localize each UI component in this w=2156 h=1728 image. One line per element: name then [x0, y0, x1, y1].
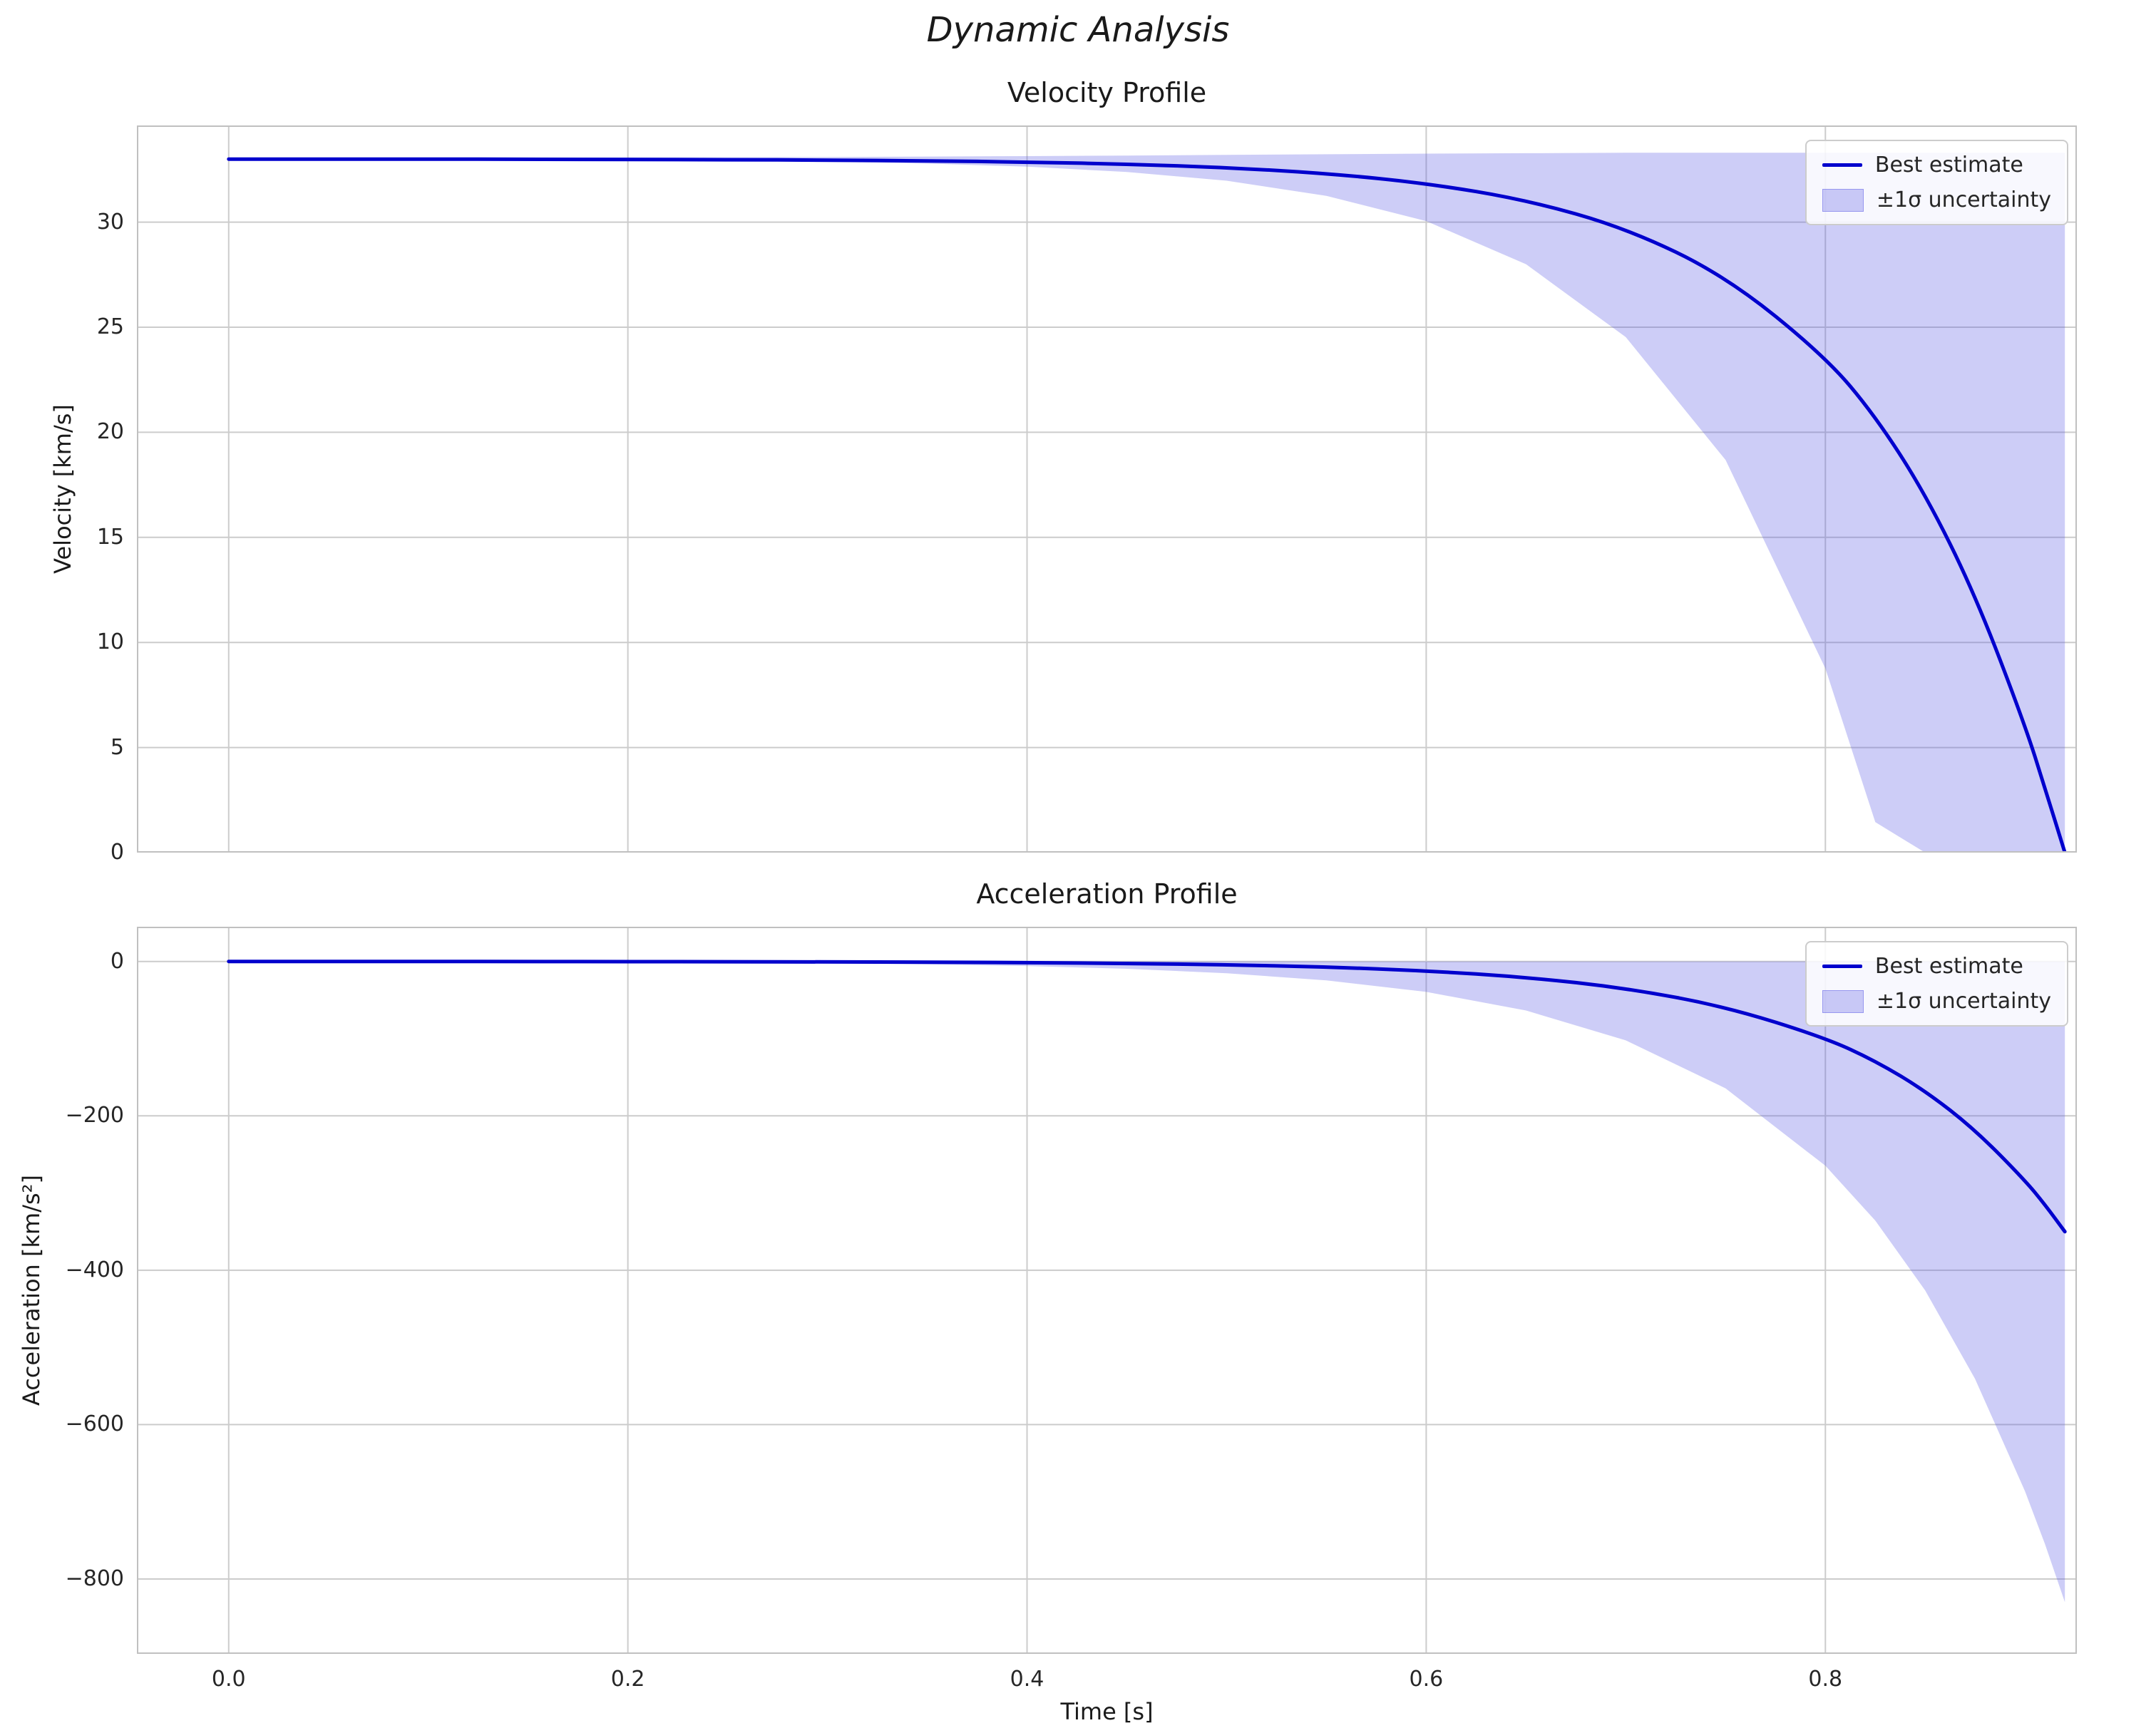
x-axis-label: Time [s]	[1060, 1698, 1154, 1725]
uncertainty-band-swatch	[1822, 989, 1864, 1013]
y-tick-label: 5	[110, 734, 124, 760]
y-tick-label: 20	[96, 419, 124, 445]
legend-entry-best-estimate: Best estimate	[1822, 153, 2051, 178]
velocity-chart-svg	[137, 125, 2077, 853]
y-tick-label: −200	[65, 1103, 124, 1128]
acceleration-legend: Best estimate ±1σ uncertainty	[1805, 941, 2068, 1027]
uncertainty-band-swatch	[1822, 188, 1864, 212]
velocity-legend: Best estimate ±1σ uncertainty	[1805, 140, 2068, 225]
x-tick-label: 0.0	[211, 1667, 246, 1692]
x-tick-label: 0.8	[1808, 1667, 1843, 1692]
best-estimate-line-swatch	[1822, 163, 1862, 167]
y-tick-label: 10	[96, 629, 124, 655]
acceleration-plot-area: Best estimate ±1σ uncertainty	[137, 927, 2077, 1654]
y-tick-label: 30	[96, 209, 124, 235]
velocity-plot-area: Best estimate ±1σ uncertainty	[137, 125, 2077, 853]
legend-entry-uncertainty: ±1σ uncertainty	[1822, 187, 2051, 212]
legend-label-uncertainty: ±1σ uncertainty	[1876, 187, 2051, 212]
y-tick-label: 15	[96, 524, 124, 550]
x-tick-label: 0.6	[1409, 1667, 1444, 1692]
legend-label-uncertainty: ±1σ uncertainty	[1876, 989, 2051, 1014]
y-tick-label: 25	[96, 314, 124, 339]
legend-entry-uncertainty: ±1σ uncertainty	[1822, 989, 2051, 1014]
y-tick-label: 0	[110, 948, 124, 974]
acceleration-chart-svg	[137, 927, 2077, 1654]
legend-label-best-estimate: Best estimate	[1874, 954, 2023, 979]
best-estimate-line-swatch	[1822, 965, 1862, 968]
y-tick-label: −800	[65, 1565, 124, 1591]
legend-entry-best-estimate: Best estimate	[1822, 954, 2051, 979]
figure-suptitle: Dynamic Analysis	[926, 10, 1230, 50]
x-tick-label: 0.2	[610, 1667, 645, 1692]
acceleration-y-axis-label: Acceleration [km/s²]	[18, 1175, 45, 1406]
y-tick-label: 0	[110, 840, 124, 865]
velocity-plot-title: Velocity Profile	[1007, 77, 1207, 108]
y-tick-label: −600	[65, 1411, 124, 1437]
y-tick-label: −400	[65, 1257, 124, 1282]
legend-label-best-estimate: Best estimate	[1874, 153, 2023, 178]
x-tick-label: 0.4	[1010, 1667, 1044, 1692]
acceleration-plot-title: Acceleration Profile	[976, 878, 1238, 910]
